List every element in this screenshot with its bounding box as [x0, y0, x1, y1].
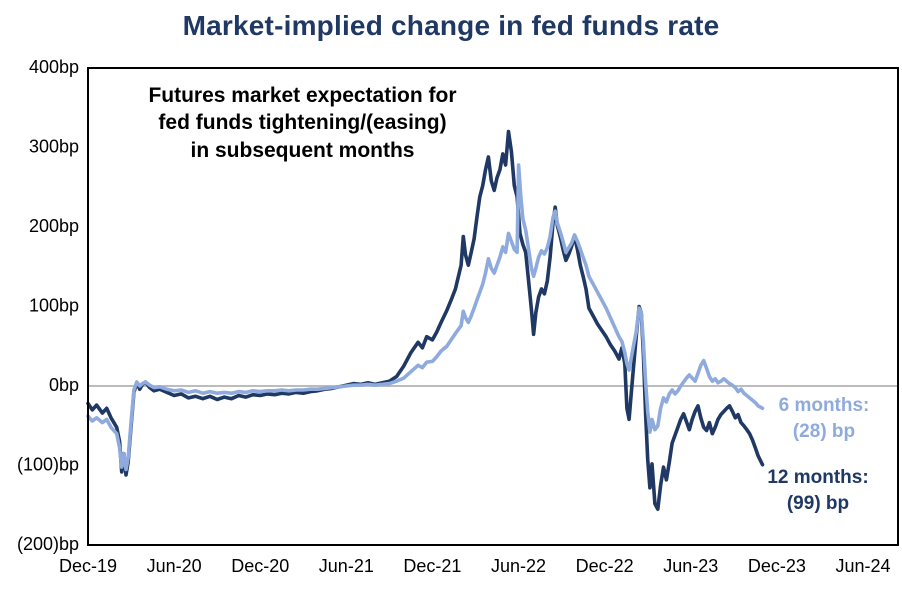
y-tick-label: 0bp: [49, 375, 79, 395]
series-label-6-months-name: 6 months:: [778, 395, 870, 416]
x-tick-label: Dec-23: [748, 556, 806, 576]
series-line-12-months: [86, 129, 765, 512]
y-tick-label: 200bp: [29, 216, 79, 236]
annotation-line-3: in subsequent months: [190, 138, 415, 162]
series-line-6-months: [86, 163, 765, 472]
x-tick-label: Jun-24: [835, 556, 890, 576]
x-tick-label: Dec-22: [576, 556, 634, 576]
x-tick-label: Dec-19: [59, 556, 117, 576]
plot-border: [87, 67, 899, 546]
y-tick-label: (100)bp: [17, 454, 79, 474]
x-tick-label: Jun-23: [663, 556, 718, 576]
chart-title: Market-implied change in fed funds rate: [182, 10, 720, 41]
y-tick-label: 300bp: [29, 136, 79, 156]
x-tick-label: Jun-20: [147, 556, 202, 576]
y-tick-label: 100bp: [29, 295, 79, 315]
series-label-6-months: 6 months: (28) bp: [758, 393, 890, 444]
x-tick-label: Jun-22: [491, 556, 546, 576]
series-label-12-months: 12 months: (99) bp: [748, 465, 888, 516]
y-tick-label: (200)bp: [17, 534, 79, 554]
annotation-line-2: fed funds tightening/(easing): [158, 111, 447, 135]
x-tick-label: Jun-21: [319, 556, 374, 576]
y-tick-label: 400bp: [29, 57, 79, 77]
series-label-12-months-value: (99) bp: [786, 492, 850, 514]
series-label-12-months-name: 12 months:: [767, 467, 869, 488]
annotation-line-1: Futures market expectation for: [148, 84, 457, 107]
x-tick-label: Dec-20: [231, 556, 289, 576]
chart-annotation: Futures market expectation for fed funds…: [100, 82, 505, 164]
x-tick-label: Dec-21: [403, 556, 461, 576]
series-label-6-months-value: (28) bp: [792, 420, 856, 442]
